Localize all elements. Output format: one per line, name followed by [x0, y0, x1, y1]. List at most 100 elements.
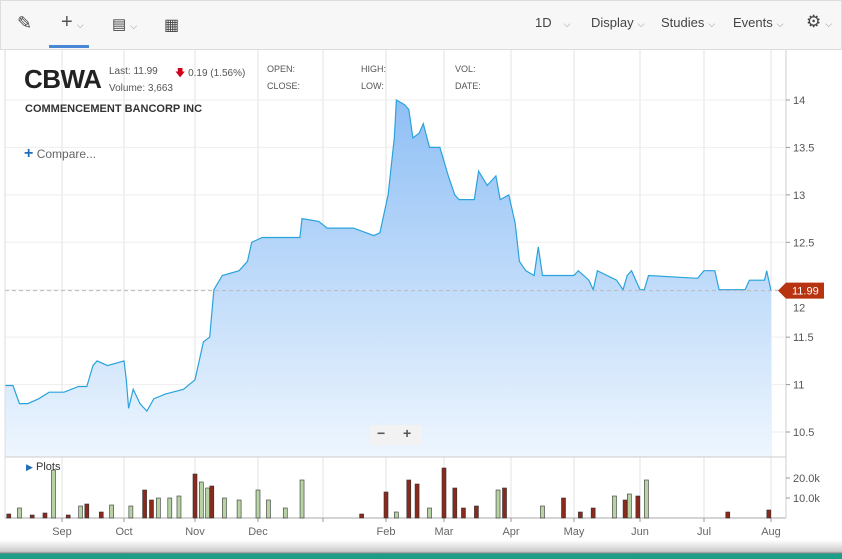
volume-bar — [590, 507, 596, 519]
volume-bar — [427, 507, 432, 519]
low-label: LOW: — [361, 81, 384, 91]
high-label: HIGH: — [361, 64, 387, 74]
studies-dropdown[interactable]: Studies ⌵ — [661, 15, 716, 30]
volume-bar — [167, 497, 173, 519]
volume-bar — [359, 513, 364, 519]
chevron-down-icon: ⌵ — [130, 21, 138, 31]
volume-bar — [149, 499, 154, 519]
active-tool-indicator — [49, 45, 89, 48]
volume-tick-label: 20.0k — [793, 473, 820, 485]
volume-bar — [383, 491, 389, 519]
plots-toggle[interactable]: ▶ Plots — [26, 461, 60, 473]
x-tick-label: Sep — [52, 526, 72, 538]
volume-bar — [495, 489, 501, 519]
range-label: 1D — [535, 15, 552, 30]
y-tick-label: 10.5 — [793, 427, 814, 439]
volume-bar — [725, 511, 731, 519]
zoom-out-button[interactable]: − — [377, 425, 386, 441]
x-tick-label: Jun — [631, 526, 649, 538]
last-price: Last: 11.99 — [109, 66, 158, 77]
y-tick-label: 13 — [793, 190, 805, 202]
volume-bar — [622, 499, 628, 519]
triangle-right-icon: ▶ — [26, 462, 33, 472]
volume-bar — [51, 469, 56, 519]
volume-bar — [109, 504, 114, 519]
table-icon[interactable]: ▦ — [164, 17, 180, 34]
volume-bar — [578, 511, 583, 519]
volume-bar — [98, 511, 104, 519]
down-arrow-icon: 🡇 — [175, 68, 186, 79]
y-tick-label: 12 — [793, 303, 805, 315]
comment-icon[interactable]: ▤ ⌵ — [112, 16, 138, 33]
volume-bar — [452, 487, 458, 519]
volume-bar — [299, 479, 305, 519]
y-tick-label: 11 — [793, 380, 804, 392]
zoom-in-button[interactable]: + — [403, 425, 412, 441]
x-tick-label: Dec — [248, 526, 268, 538]
change-value: 0.19 (1.56%) — [188, 68, 246, 79]
plots-label: Plots — [35, 461, 61, 473]
symbol: CBWA — [24, 64, 102, 94]
last-price-tag — [778, 282, 824, 299]
x-tick-label: May — [564, 526, 585, 538]
volume-bar — [635, 495, 641, 519]
volume-bar — [394, 511, 399, 519]
y-tick-label: 14 — [793, 95, 805, 107]
display-label: Display — [591, 15, 634, 30]
compare-button[interactable]: + Compare... — [24, 145, 96, 163]
plus-icon: + — [24, 145, 34, 162]
vol-label: VOL: — [455, 64, 476, 74]
volume-bar — [199, 481, 204, 519]
chevron-down-icon: ⌵ — [76, 20, 84, 30]
x-tick-label: Nov — [185, 526, 205, 538]
volume-bar — [561, 497, 566, 519]
volume-bar — [236, 499, 242, 519]
company-name: COMMENCEMENT BANCORP INC — [25, 103, 203, 115]
y-tick-label: 11.5 — [793, 332, 814, 344]
volume-bar — [266, 499, 271, 519]
studies-label: Studies — [661, 15, 705, 30]
y-tick-label: 12.5 — [793, 237, 814, 249]
volume-bar — [65, 514, 71, 519]
volume-bar — [461, 507, 466, 519]
volume-bar — [176, 495, 182, 519]
events-label: Events — [733, 15, 773, 30]
volume-bar — [612, 495, 617, 519]
volume-bar — [42, 512, 48, 519]
volume-bar — [414, 483, 420, 519]
x-tick-label: Feb — [377, 526, 396, 538]
y-tick-label: 13.5 — [793, 142, 814, 154]
volume-bar — [209, 485, 215, 519]
volume-bar — [205, 487, 210, 519]
volume-bar — [406, 479, 412, 519]
range-dropdown[interactable]: 1D ⌵ — [535, 15, 571, 30]
volume-bar — [441, 467, 447, 519]
zoom-control: − + — [370, 425, 422, 445]
volume-bar — [128, 505, 134, 519]
price-line — [4, 98, 772, 413]
volume-bar — [540, 505, 545, 519]
gear-icon[interactable]: ⚙ ⌵ — [806, 12, 833, 31]
events-dropdown[interactable]: Events ⌵ — [733, 15, 784, 30]
volume-tick-label: 10.0k — [793, 493, 820, 505]
volume-bar — [502, 487, 507, 519]
volume-bar — [474, 505, 479, 519]
volume-bar — [644, 479, 649, 519]
x-tick-label: Jul — [697, 526, 711, 538]
x-tick-label: Aug — [761, 526, 781, 538]
display-dropdown[interactable]: Display ⌵ — [591, 15, 645, 30]
volume-bar — [627, 493, 632, 519]
volume-bar — [156, 497, 161, 519]
crosshair-icon[interactable]: + ⌵ — [61, 11, 84, 33]
toolbar: ✎ + ⌵ ▤ ⌵ ▦ 1D ⌵ Display ⌵ Studies ⌵ Events ⌵ … — [0, 0, 842, 50]
footer-bar — [0, 540, 842, 559]
last-price-tag-label: 11.99 — [792, 286, 819, 298]
volume-bar — [78, 505, 83, 519]
volume-bar — [29, 514, 35, 519]
price-change: 🡇 0.19 (1.56%) — [175, 66, 245, 83]
volume-bar — [192, 473, 198, 519]
x-tick-label: Oct — [115, 526, 132, 538]
volume-bar — [255, 489, 261, 519]
price-area — [4, 100, 771, 457]
pencil-icon[interactable]: ✎ — [17, 13, 33, 33]
